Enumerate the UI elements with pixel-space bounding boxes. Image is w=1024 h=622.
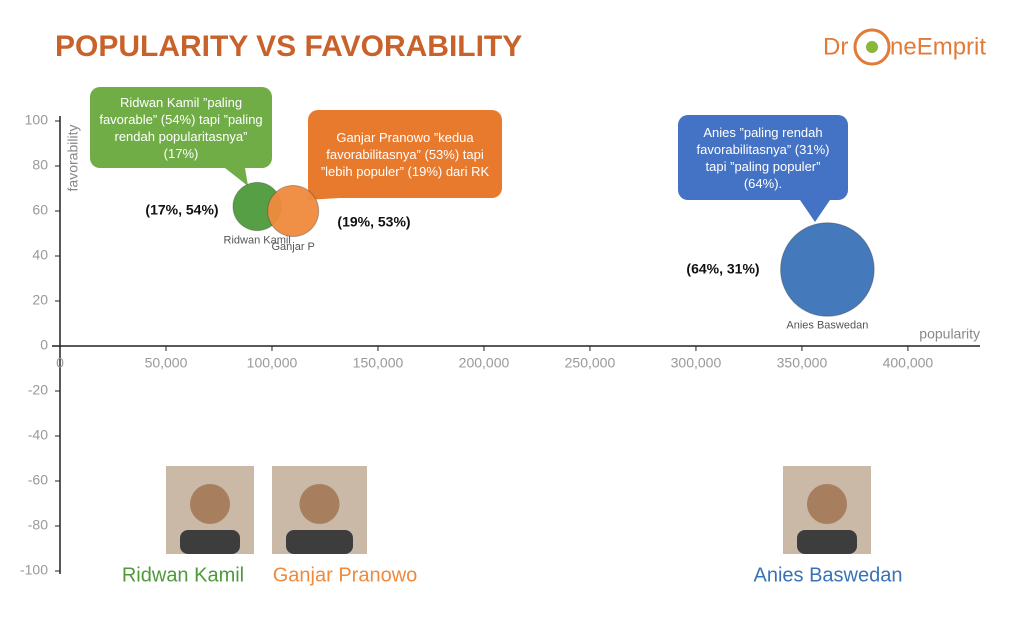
callout-text-box: Ganjar Pranowo ”kedua favorabilitasnya” … (320, 129, 490, 179)
callout-text-box: Ridwan Kamil ”paling favorable” (54%) ta… (99, 94, 263, 161)
y-tick-label: 0 (40, 337, 48, 353)
callout-text: Ridwan Kamil ”paling favorable” (54%) ta… (99, 94, 263, 161)
chart-title: POPULARITY VS FAVORABILITY (55, 30, 522, 63)
photo-body (180, 530, 240, 554)
x-tick-label: 400,000 (883, 355, 934, 371)
photo-face (807, 484, 847, 524)
x-tick-label: 50,000 (145, 355, 188, 371)
x-tick-label: 200,000 (459, 355, 510, 371)
annotation: (17%, 54%) (145, 202, 218, 218)
x-tick-label: 350,000 (777, 355, 828, 371)
photo-face (299, 484, 340, 524)
y-tick-label: 80 (32, 157, 48, 173)
point-label: Ganjar P (271, 241, 314, 253)
callout-tail (306, 180, 340, 200)
x-tick-label: 0 (56, 355, 64, 371)
x-axis-title: popularity (919, 326, 980, 342)
callout-box (678, 115, 848, 200)
y-tick-label: -40 (28, 427, 48, 443)
callout-text-box: Anies ”paling rendah favorabilitasnya” (… (696, 124, 830, 191)
x-tick-label: 100,000 (247, 355, 298, 371)
logo-text: Dr (823, 33, 848, 60)
y-tick-label: 100 (25, 112, 49, 128)
logo-icon (853, 28, 891, 66)
y-tick-label: -60 (28, 472, 48, 488)
series-caption: Anies Baswedan (754, 564, 903, 586)
y-axis-title: favorability (65, 125, 81, 192)
annotation: (64%, 31%) (686, 261, 759, 277)
x-tick-label: 150,000 (353, 355, 404, 371)
series-caption: Ridwan Kamil (122, 564, 244, 586)
callout-tail (225, 168, 248, 186)
series-caption: Ganjar Pranowo (273, 564, 418, 586)
point-label: Ridwan Kamil (224, 234, 291, 246)
callout-text: Ganjar Pranowo ”kedua favorabilitasnya” … (320, 129, 490, 179)
y-tick-label: 60 (32, 202, 48, 218)
bubble (267, 185, 320, 237)
callout-text: Anies ”paling rendah favorabilitasnya” (… (696, 124, 830, 191)
logo-text: neEmprit (890, 33, 986, 60)
x-tick-label: 300,000 (671, 355, 722, 371)
callout-box (90, 87, 272, 168)
logo-icon (866, 41, 878, 53)
point-label: Anies Baswedan (786, 319, 868, 331)
photo-body (286, 530, 353, 554)
annotation: (19%, 53%) (337, 214, 410, 230)
callout-tail (800, 200, 830, 222)
callout-box (308, 110, 502, 198)
y-tick-label: 40 (32, 247, 48, 263)
photo-face (190, 484, 230, 524)
photo-body (797, 530, 857, 554)
x-tick-label: 250,000 (565, 355, 616, 371)
y-tick-label: -80 (28, 517, 48, 533)
bubble (780, 222, 875, 317)
y-tick-label: -100 (20, 562, 48, 578)
y-tick-label: 20 (32, 292, 48, 308)
y-tick-label: -20 (28, 382, 48, 398)
